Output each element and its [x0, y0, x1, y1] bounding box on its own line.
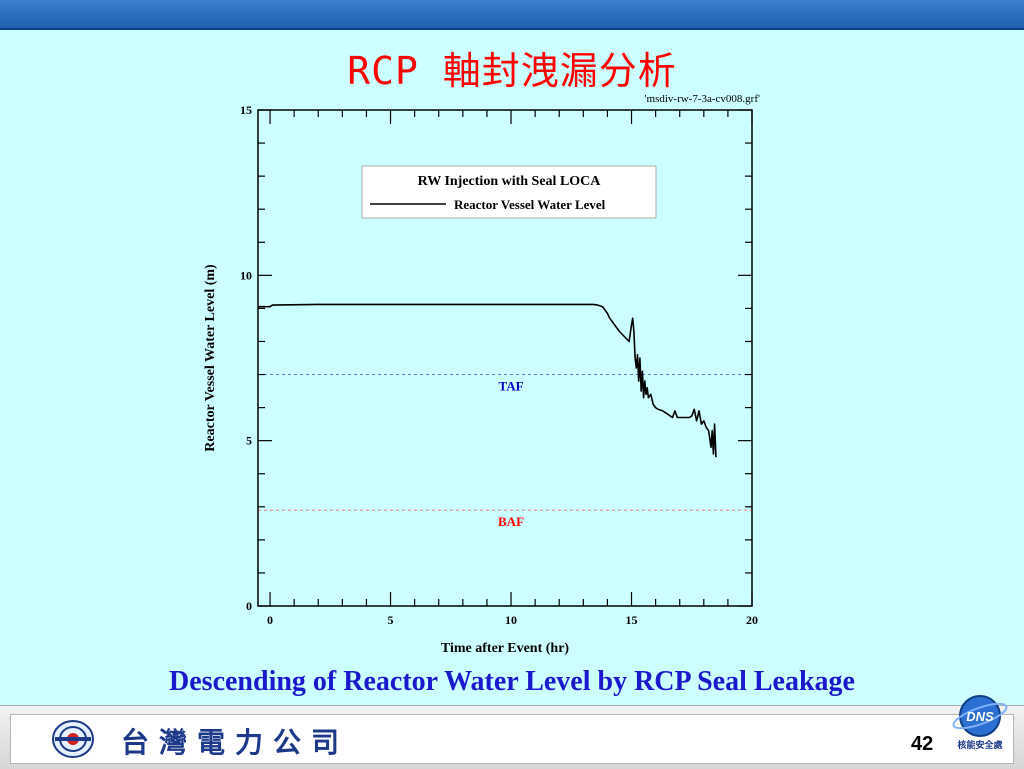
x-tick-label: 20	[746, 613, 758, 627]
dns-logo-text: DNS	[966, 709, 994, 724]
company-name: 台灣電力公司	[121, 726, 350, 759]
file-label: 'msdiv-rw-7-3a-cv008.grf'	[644, 93, 760, 105]
x-tick-label: 5	[388, 613, 394, 627]
taipower-logo-icon	[52, 720, 94, 758]
slide-caption: Descending of Reactor Water Level by RCP…	[169, 666, 855, 697]
top-bar	[0, 0, 1024, 30]
slide-title: RCP 軸封洩漏分析	[347, 49, 677, 93]
y-tick-label: 15	[240, 103, 252, 117]
dns-logo-icon: DNS	[952, 695, 1008, 737]
x-tick-label: 0	[267, 613, 273, 627]
legend-title: RW Injection with Seal LOCA	[418, 174, 602, 189]
footer-panel: 台灣電力公司 42	[10, 714, 1014, 764]
dns-tagline: 核能安全處	[957, 741, 1003, 751]
y-tick-label: 10	[240, 268, 252, 282]
page-number: 42	[911, 733, 934, 755]
y-axis-label: Reactor Vessel Water Level (m)	[203, 264, 218, 452]
reference-label-taf: TAF	[499, 379, 524, 394]
water-level-chart: TAF BAF 0 5 10 15 20 0 5 10 15 Time after Event (hr…	[203, 103, 758, 656]
y-tick-label: 5	[246, 434, 252, 448]
x-tick-label: 15	[626, 613, 638, 627]
legend-entry: Reactor Vessel Water Level	[454, 197, 606, 212]
reference-label-baf: BAF	[498, 514, 524, 529]
plot-frame	[257, 109, 753, 607]
y-tick-label: 0	[246, 599, 252, 613]
x-axis-label: Time after Event (hr)	[441, 641, 570, 656]
footer-bar: 台灣電力公司 42	[0, 705, 1024, 769]
x-tick-label: 10	[505, 613, 517, 627]
series-line	[258, 303, 717, 458]
legend-box	[361, 165, 657, 219]
